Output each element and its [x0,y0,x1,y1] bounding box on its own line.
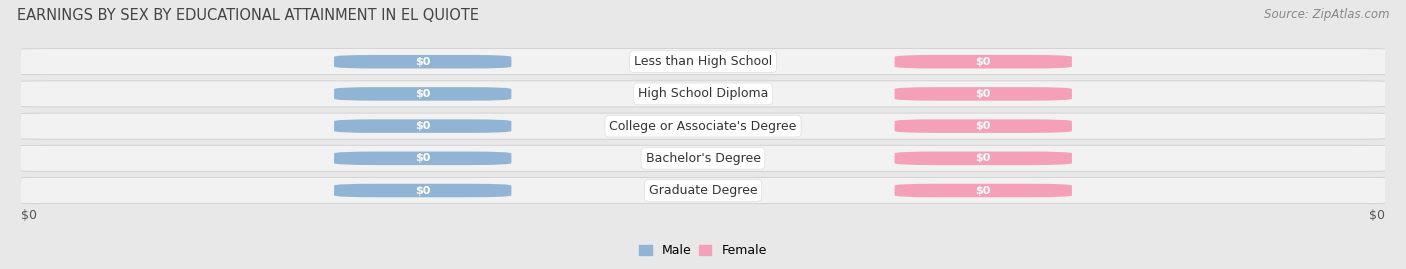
Text: High School Diploma: High School Diploma [638,87,768,100]
Text: Less than High School: Less than High School [634,55,772,68]
FancyBboxPatch shape [335,184,512,197]
Text: $0: $0 [976,153,991,163]
FancyBboxPatch shape [0,49,1406,75]
FancyBboxPatch shape [894,184,1071,197]
Text: Bachelor's Degree: Bachelor's Degree [645,152,761,165]
FancyBboxPatch shape [335,119,512,133]
FancyBboxPatch shape [894,119,1071,133]
Text: Source: ZipAtlas.com: Source: ZipAtlas.com [1264,8,1389,21]
Text: $0: $0 [21,208,37,222]
FancyBboxPatch shape [894,55,1071,69]
FancyBboxPatch shape [0,113,1406,139]
FancyBboxPatch shape [894,151,1071,165]
Text: $0: $0 [415,57,430,67]
Text: $0: $0 [415,89,430,99]
FancyBboxPatch shape [335,55,512,69]
FancyBboxPatch shape [335,87,512,101]
Text: College or Associate's Degree: College or Associate's Degree [609,120,797,133]
Text: $0: $0 [415,153,430,163]
FancyBboxPatch shape [0,81,1406,107]
Legend: Male, Female: Male, Female [640,244,766,257]
Text: $0: $0 [415,121,430,131]
FancyBboxPatch shape [0,145,1406,171]
Text: Graduate Degree: Graduate Degree [648,184,758,197]
FancyBboxPatch shape [894,87,1071,101]
Text: $0: $0 [976,121,991,131]
Text: EARNINGS BY SEX BY EDUCATIONAL ATTAINMENT IN EL QUIOTE: EARNINGS BY SEX BY EDUCATIONAL ATTAINMEN… [17,8,479,23]
FancyBboxPatch shape [0,178,1406,204]
Text: $0: $0 [976,57,991,67]
Text: $0: $0 [1369,208,1385,222]
Text: $0: $0 [976,89,991,99]
Text: $0: $0 [415,186,430,196]
FancyBboxPatch shape [335,151,512,165]
Text: $0: $0 [976,186,991,196]
